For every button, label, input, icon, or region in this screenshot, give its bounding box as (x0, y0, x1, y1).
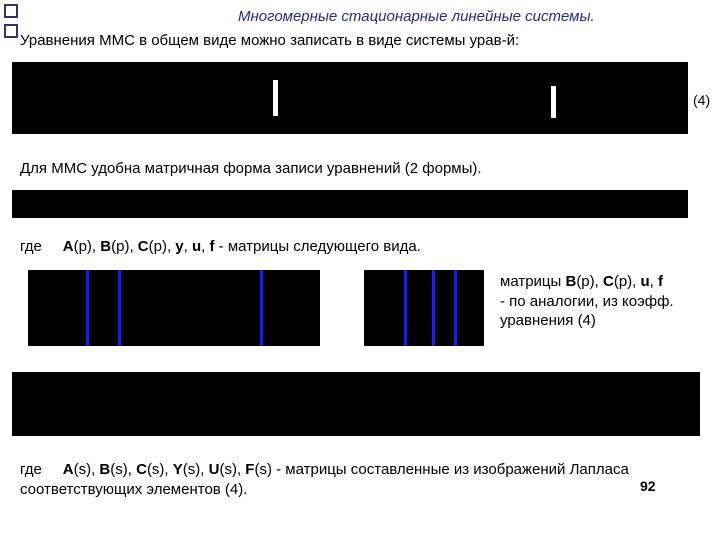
decorative-square (4, 24, 18, 38)
vdots (551, 86, 556, 118)
matrix-B-s: B (99, 461, 110, 478)
matrix-Y-s: Y (173, 461, 183, 478)
equation-system-block (12, 62, 688, 134)
where-clause-1: где A(p), B(p), C(p), y, u, f - матрицы … (20, 238, 421, 255)
vector-u: u (192, 238, 201, 255)
laplace-equation-block (12, 372, 700, 436)
matrix-equation-block (12, 190, 688, 218)
gde: где (20, 238, 42, 255)
matrix-divider (454, 270, 457, 346)
matrix-A: A (63, 238, 74, 255)
decorative-square (4, 4, 18, 18)
matrix-divider (432, 270, 435, 346)
equation-number: (4) (693, 92, 710, 108)
matrix-divider (404, 270, 407, 346)
gde: где (20, 461, 42, 478)
text-part: Для ММС удобна матричная форма записи ур… (20, 160, 405, 177)
vector-f: f (210, 238, 215, 255)
matrix-B: B (100, 238, 111, 255)
tail-text: - матрицы следующего вида. (219, 238, 421, 255)
matrix-divider (86, 270, 89, 346)
matrix-form-text: Для ММС удобна матричная форма записи ур… (20, 160, 482, 177)
where-clause-2: где A(s), B(s), C(s), Y(s), U(s), F(s) -… (20, 460, 710, 501)
matrix-C-s: C (136, 461, 147, 478)
intro-text: Уравнения ММС в общем виде можно записат… (20, 32, 519, 49)
vector-y: y (175, 238, 183, 255)
text-part: (2 формы). (405, 160, 482, 177)
page-number: 92 (640, 478, 656, 494)
vdots (273, 80, 278, 116)
matrix-A-block (28, 270, 320, 346)
matrix-divider (118, 270, 121, 346)
matrix-C: C (138, 238, 149, 255)
analogy-note: матрицы B(p), C(p), u, f - по аналогии, … (500, 272, 710, 331)
matrix-A-s: A (63, 461, 74, 478)
matrix-U-s: U (209, 461, 220, 478)
vector-y-block (364, 270, 484, 346)
slide-title: Многомерные стационарные линейные систем… (238, 8, 595, 25)
matrix-divider (260, 270, 263, 346)
